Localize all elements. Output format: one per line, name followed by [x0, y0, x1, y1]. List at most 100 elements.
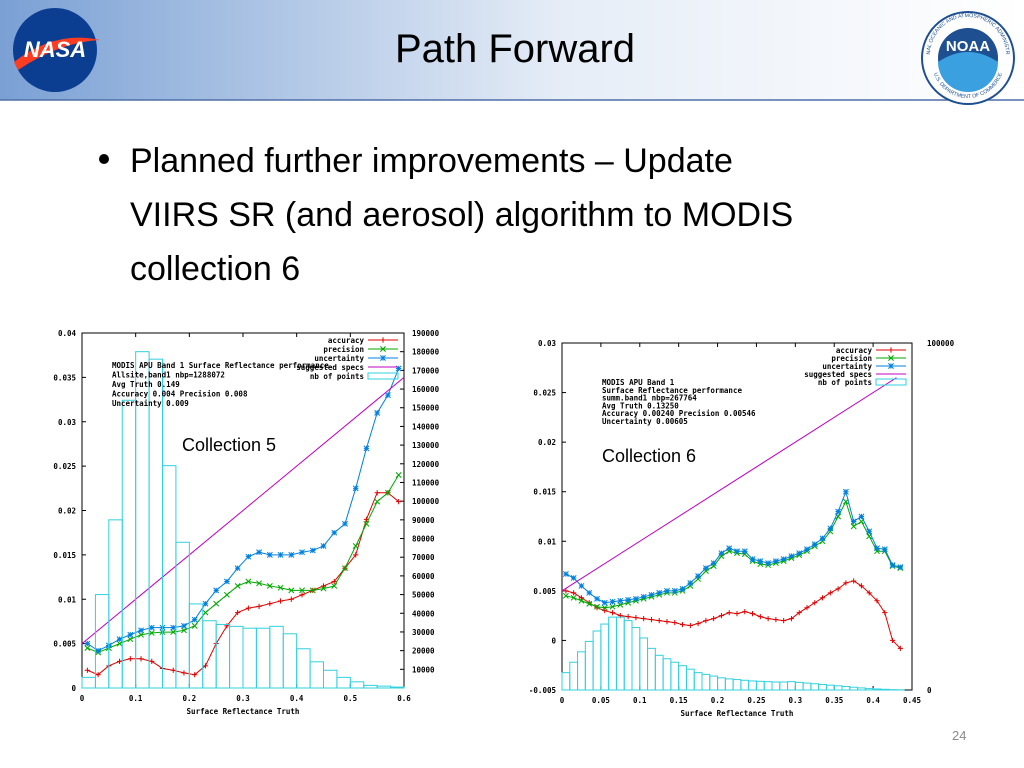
point-marker — [734, 611, 740, 617]
point-marker — [256, 549, 263, 556]
histogram-bar — [188, 603, 204, 689]
point-marker — [202, 609, 209, 616]
point-marker — [718, 550, 725, 557]
point-marker — [245, 553, 252, 560]
histogram-bar — [81, 676, 96, 689]
histogram-bar — [825, 684, 835, 691]
histogram-bar — [647, 647, 656, 691]
point-marker — [687, 622, 693, 629]
point-marker — [695, 573, 702, 579]
point-marker — [664, 587, 670, 594]
point-marker — [320, 543, 327, 549]
point-marker — [331, 578, 337, 585]
y2-tick-label: 110000 — [412, 478, 440, 487]
point-marker — [299, 592, 305, 598]
point-marker — [780, 556, 787, 563]
point-marker — [192, 672, 198, 678]
point-marker — [726, 545, 733, 552]
point-marker — [352, 543, 359, 549]
histogram-bar — [202, 620, 217, 689]
point-marker — [84, 645, 91, 652]
chart-note: Uncertainty 0.00605 — [602, 417, 688, 426]
bullet-line: Planned further improvements – Update — [130, 142, 733, 180]
chart-label: Collection 5 — [182, 435, 276, 455]
point-marker — [819, 595, 826, 601]
point-marker — [858, 513, 865, 520]
point-marker — [586, 600, 593, 607]
series-line — [565, 490, 901, 604]
y2-tick-label: 160000 — [412, 385, 440, 394]
point-marker — [363, 445, 370, 452]
x-tick-label: 0.2 — [711, 696, 725, 705]
point-marker — [882, 610, 888, 616]
point-marker — [170, 667, 176, 673]
x-tick-label: 0.6 — [397, 694, 411, 703]
y2-tick-label: 180000 — [412, 348, 440, 357]
point-marker — [374, 498, 381, 505]
histogram-bar — [841, 686, 851, 691]
histogram-bar — [561, 672, 571, 691]
point-marker — [703, 618, 709, 624]
chart-note: Accuracy 0.004 Precision 0.008 — [112, 390, 248, 399]
chart: 0 0.1 0.2 0.3 0.4 0.5 0.6 0 0.005 0.01 0.015 0.02 0.… — [53, 329, 439, 716]
histogram-bar — [872, 688, 882, 691]
point-marker — [288, 587, 295, 594]
point-marker — [331, 582, 338, 589]
series-line — [565, 500, 901, 609]
x-tick-label: 0.2 — [183, 694, 197, 703]
point-marker — [127, 631, 134, 638]
histogram-bar — [794, 681, 804, 691]
point-marker — [881, 546, 888, 553]
y-tick-label: 0.02 — [58, 507, 76, 516]
chart-note: summ.band1 nbp=267764 — [602, 394, 697, 403]
point-marker — [202, 663, 209, 669]
point-marker — [138, 656, 144, 662]
point-marker — [742, 609, 748, 615]
y2-tick-label: 80000 — [412, 535, 435, 544]
point-marker — [223, 591, 230, 598]
point-marker — [850, 518, 857, 525]
point-marker — [609, 598, 616, 605]
point-marker — [625, 596, 632, 603]
histogram-bar — [323, 669, 338, 689]
legend-label: suggested specs — [296, 363, 364, 372]
point-marker — [170, 624, 177, 631]
y2-tick-label: 0 — [927, 686, 932, 695]
legend-swatch — [367, 372, 399, 380]
point-marker — [234, 565, 241, 572]
x-tick-label: 0.25 — [747, 696, 765, 705]
legend-swatch — [875, 378, 907, 386]
histogram-bar — [833, 685, 843, 691]
point-marker — [170, 629, 177, 636]
y-tick-label: 0.015 — [53, 551, 76, 560]
point-marker — [835, 508, 842, 515]
point-marker — [84, 667, 90, 673]
histogram-bar — [148, 358, 163, 689]
point-marker — [796, 610, 802, 616]
x-axis-label: Surface Reflectance Truth — [187, 707, 300, 716]
y-tick-label: 0 — [71, 684, 76, 693]
histogram-bar — [577, 651, 586, 691]
point-marker — [632, 595, 639, 602]
x-axis-label: Surface Reflectance Truth — [681, 709, 794, 718]
point-marker — [749, 556, 756, 563]
legend-label: suggested specs — [804, 370, 872, 379]
point-marker — [191, 622, 198, 629]
chart-note: Uncertainty 0.009 — [112, 399, 189, 408]
y-tick-label: 0.04 — [58, 329, 77, 338]
y2-tick-label: 170000 — [412, 366, 440, 375]
histogram-bar — [363, 684, 378, 689]
point-marker — [116, 658, 123, 664]
y-tick-label: 0.015 — [533, 488, 556, 497]
point-marker — [734, 548, 740, 555]
point-marker — [299, 587, 305, 594]
point-marker — [277, 551, 284, 558]
histogram-bar — [584, 640, 594, 691]
x-tick-label: 0.4 — [866, 696, 880, 705]
point-marker — [827, 525, 834, 532]
point-marker — [711, 616, 717, 622]
point-marker — [562, 592, 569, 599]
histogram-bar — [269, 625, 284, 689]
point-marker — [625, 614, 631, 620]
point-marker — [796, 550, 803, 557]
